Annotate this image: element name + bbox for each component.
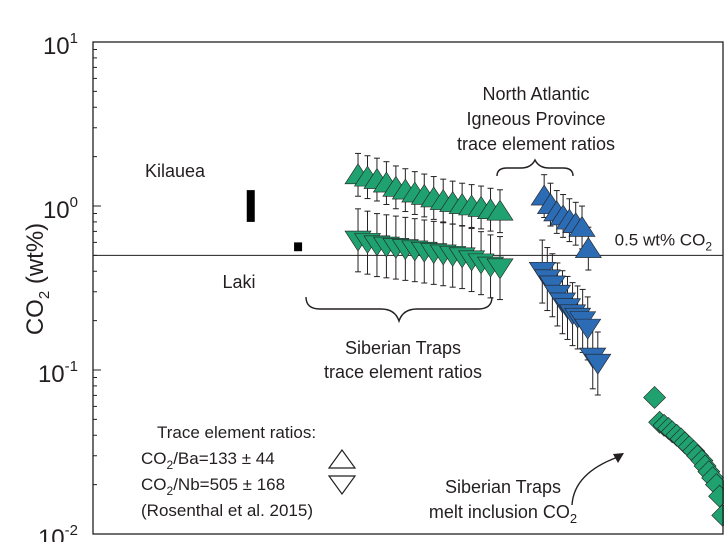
data-point xyxy=(643,386,667,409)
data-point xyxy=(711,503,724,527)
siberian-traps-brace xyxy=(305,296,493,324)
legend-title: Trace element ratios: xyxy=(157,423,316,442)
melt-inclusion-arrow xyxy=(571,456,619,506)
series-0 xyxy=(246,190,255,222)
data-point xyxy=(486,199,514,221)
y-tick-label: 101 xyxy=(43,30,78,60)
series-1 xyxy=(294,242,303,252)
north-atlantic-label-line3: trace element ratios xyxy=(457,134,615,154)
plot-frame xyxy=(92,41,724,535)
legend-triangle-down-icon xyxy=(327,475,357,496)
series-2 xyxy=(344,152,514,234)
series-5 xyxy=(528,239,612,396)
north-atlantic-label-line2: Igneous Province xyxy=(466,109,605,129)
series-4 xyxy=(530,174,602,271)
melt-inclusion-arrowhead xyxy=(613,453,624,463)
kilauea-label: Kilauea xyxy=(145,161,206,181)
data-marks xyxy=(246,152,724,527)
y-axis-label: CO2 (wt%) xyxy=(22,223,53,335)
axis-ticks xyxy=(93,41,101,535)
siberian-traps-label-line2: trace element ratios xyxy=(324,362,482,382)
data-point xyxy=(574,237,602,258)
melt-inclusion-label-line1: Siberian Traps xyxy=(445,477,561,497)
north-atlantic-brace xyxy=(496,158,574,177)
reference-line-label: 0.5 wt% CO2 xyxy=(615,230,713,253)
range-bar xyxy=(294,242,303,252)
siberian-traps-label-line1: Siberian Traps xyxy=(345,338,461,358)
legend-triangle-up-icon xyxy=(327,448,357,469)
y-tick-label: 100 xyxy=(43,194,78,224)
legend-nb-label: CO2/Nb=505 ± 168 xyxy=(141,475,285,498)
legend-reference: (Rosenthal et al. 2015) xyxy=(141,501,313,520)
data-point xyxy=(574,318,602,340)
series-6 xyxy=(643,386,724,527)
y-tick-label: 10-2 xyxy=(38,522,78,542)
legend-ba-label: CO2/Ba=133 ± 44 xyxy=(141,449,275,472)
series-3 xyxy=(344,208,514,301)
y-tick-label: 10-1 xyxy=(38,358,78,388)
data-point xyxy=(584,353,612,375)
data-point xyxy=(486,258,514,280)
range-bar xyxy=(246,190,255,222)
melt-inclusion-label-line2: melt inclusion CO2 xyxy=(429,502,577,526)
data-point xyxy=(568,215,596,237)
y-tick-labels: 101 100 10-1 10-2 xyxy=(38,30,78,542)
north-atlantic-label-line1: North Atlantic xyxy=(482,84,589,104)
laki-label: Laki xyxy=(222,272,255,292)
